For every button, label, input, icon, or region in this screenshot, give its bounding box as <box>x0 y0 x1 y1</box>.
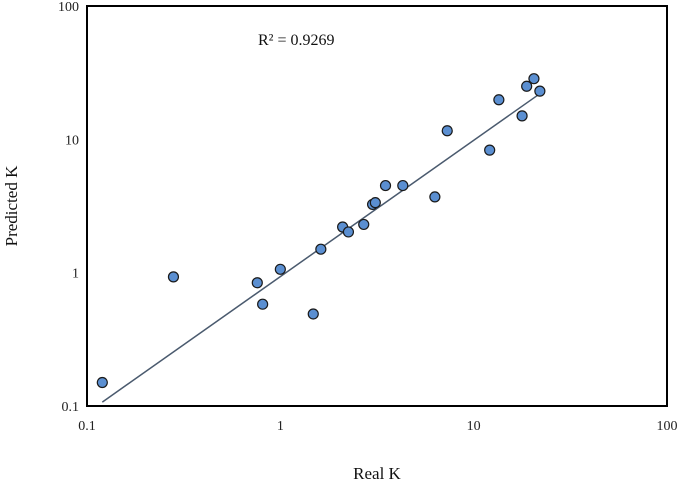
data-point <box>307 308 319 320</box>
x-tick-label: 10 <box>467 419 481 434</box>
data-point <box>379 179 392 192</box>
data-points <box>96 73 546 389</box>
x-tick-label: 0.1 <box>78 419 96 434</box>
data-point <box>251 277 263 289</box>
y-axis-title: Predicted K <box>2 165 21 246</box>
y-tick-labels: 0.1 1 10 100 <box>58 0 79 415</box>
data-point <box>521 80 533 92</box>
x-axis-title: Real K <box>353 464 401 483</box>
y-tick-label: 0.1 <box>62 400 80 415</box>
data-point <box>274 263 286 275</box>
data-point <box>429 191 441 203</box>
data-point <box>257 298 269 310</box>
y-tick-label: 1 <box>72 267 79 282</box>
x-tick-labels: 0.1 1 10 100 <box>78 419 677 434</box>
data-point <box>397 179 409 192</box>
data-point <box>484 144 496 156</box>
data-point <box>534 85 546 97</box>
y-tick-label: 100 <box>58 0 79 15</box>
data-point <box>167 271 180 283</box>
data-point <box>493 94 505 106</box>
data-point <box>441 125 453 137</box>
data-point <box>342 226 355 238</box>
data-point <box>516 110 528 122</box>
data-point <box>528 73 540 85</box>
data-point <box>358 218 370 231</box>
x-tick-label: 100 <box>657 419 678 434</box>
data-point <box>315 243 327 255</box>
y-tick-label: 10 <box>65 133 79 148</box>
data-point <box>369 197 381 209</box>
data-point <box>96 376 108 389</box>
r-squared-annotation: R² = 0.9269 <box>258 32 335 49</box>
x-tick-label: 1 <box>277 419 284 434</box>
